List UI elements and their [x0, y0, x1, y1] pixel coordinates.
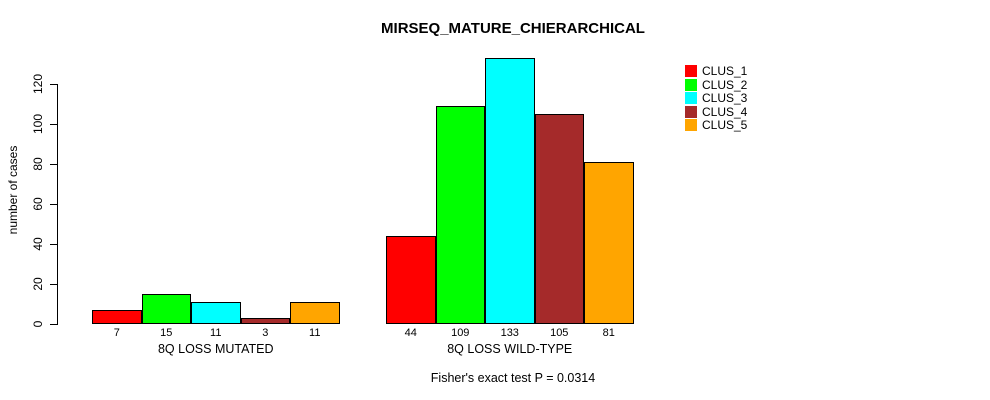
y-tick-label: 40 [31, 237, 45, 251]
y-axis-line [57, 84, 58, 325]
bar-value-label: 7 [113, 327, 120, 339]
bar-clus_1-group1 [92, 310, 142, 324]
bar-clus_4-group1 [240, 318, 290, 324]
y-tick-label: 60 [31, 197, 45, 211]
bar-clus_5-group2 [584, 162, 634, 324]
bar-value-label: 3 [262, 327, 269, 339]
bar-value-label: 11 [309, 327, 321, 339]
bar-clus_2-group1 [141, 294, 191, 324]
y-axis-label: number of cases [6, 145, 20, 235]
y-tick-label: 120 [31, 73, 45, 95]
bar-clus_1-group2 [386, 236, 436, 324]
legend-label-clus_4: CLUS_4 [702, 104, 748, 119]
bar-clus_5-group1 [290, 302, 340, 324]
y-tick [50, 324, 57, 325]
bar-clus_2-group2 [435, 106, 485, 324]
legend-swatch-clus_5 [685, 119, 697, 131]
bar-value-label: 105 [550, 327, 569, 339]
fisher-test-caption: Fisher's exact test P = 0.0314 [430, 371, 596, 385]
y-tick-label: 80 [31, 157, 45, 171]
legend-swatch-clus_1 [685, 65, 697, 77]
legend-label-clus_3: CLUS_3 [702, 91, 748, 105]
y-tick-label: 100 [31, 113, 45, 135]
y-tick [50, 84, 57, 85]
legend-label-clus_5: CLUS_5 [702, 118, 748, 132]
legend-swatch-clus_2 [685, 78, 697, 91]
bar-value-label: 133 [500, 327, 519, 339]
legend-swatch-clus_4 [685, 105, 697, 118]
bar-clus_3-group2 [485, 58, 535, 324]
bar-value-label: 44 [404, 327, 417, 339]
bar-clus_4-group2 [534, 114, 584, 324]
category-label: 8Q LOSS WILD-TYPE [447, 342, 573, 356]
y-tick [50, 284, 57, 285]
bar-value-label: 109 [451, 327, 470, 339]
y-tick-label: 0 [31, 320, 45, 328]
legend-label-clus_2: CLUS_2 [702, 77, 748, 92]
legend-label-clus_1: CLUS_1 [702, 64, 748, 78]
category-label: 8Q LOSS MUTATED [157, 342, 274, 356]
bar-clus_3-group1 [191, 302, 241, 324]
bar-value-label: 11 [210, 327, 222, 339]
bar-value-label: 81 [602, 327, 615, 339]
y-tick [50, 244, 57, 245]
chart-title: MIRSEQ_MATURE_CHIERARCHICAL [381, 20, 645, 37]
legend-swatch-clus_3 [685, 92, 697, 104]
bar-value-label: 15 [160, 327, 173, 339]
y-tick [50, 164, 57, 165]
y-tick-label: 20 [31, 277, 45, 291]
y-tick [50, 124, 57, 125]
y-tick [50, 204, 57, 205]
